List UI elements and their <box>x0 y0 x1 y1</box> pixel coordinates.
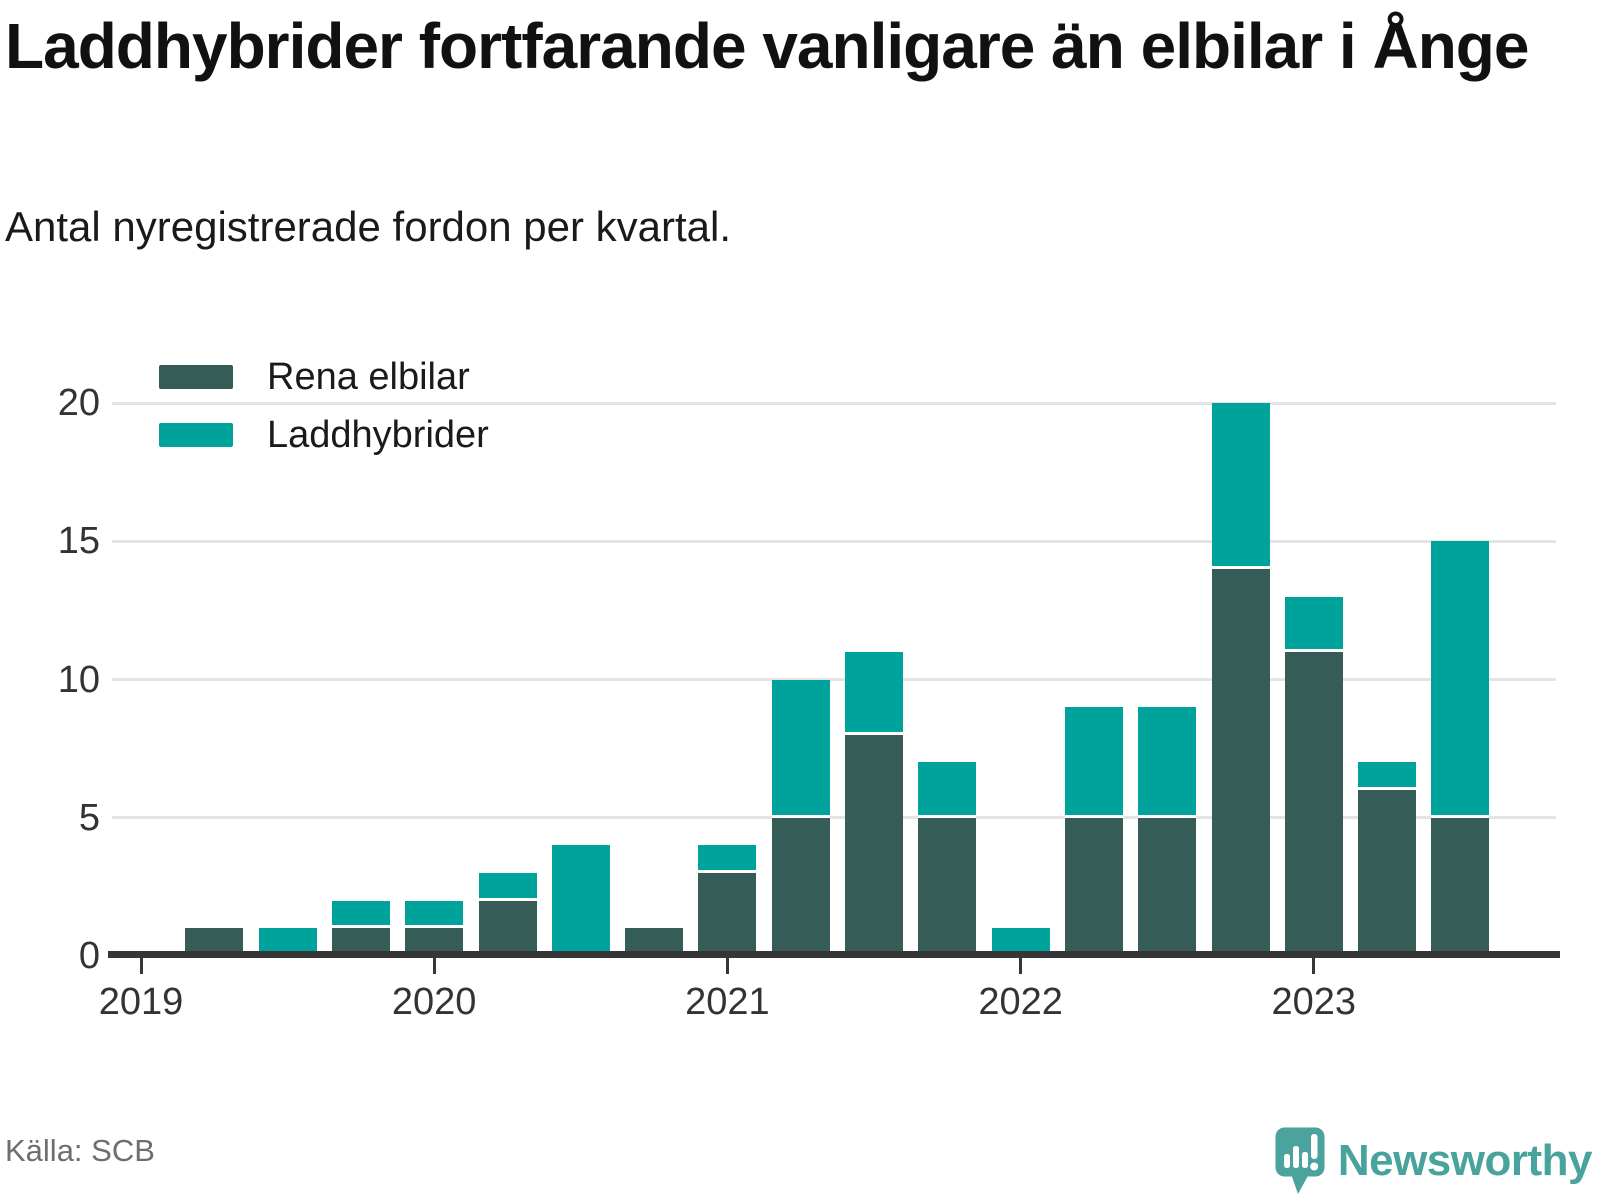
x-axis-tick <box>139 958 143 974</box>
bar-segment-laddhybrider <box>1431 541 1490 818</box>
y-axis-label: 5 <box>78 796 100 839</box>
x-axis-tick <box>1019 958 1023 974</box>
legend: Rena elbilar Laddhybrider <box>159 356 489 476</box>
x-axis-label: 2023 <box>1271 981 1357 1023</box>
bar-segment-laddhybrider <box>1064 707 1123 818</box>
x-axis-label: 2021 <box>685 981 770 1023</box>
bar-segment-rena-elbilar <box>478 900 537 956</box>
gridline <box>112 539 1556 543</box>
newsworthy-icon <box>1275 1127 1325 1194</box>
x-axis-label: 2020 <box>391 981 477 1023</box>
gridline <box>112 678 1556 681</box>
y-axis-label: 20 <box>57 382 100 424</box>
bar-segment-rena-elbilar <box>698 873 757 956</box>
bar-segment-laddhybrider <box>478 873 537 901</box>
x-axis-label: 2022 <box>978 981 1063 1023</box>
bar-segment-laddhybrider <box>1211 403 1270 569</box>
y-axis-label: 15 <box>57 520 100 563</box>
newsworthy-logo[interactable]: Newsworthy <box>1274 1126 1593 1196</box>
legend-label: Rena elbilar <box>267 355 470 398</box>
bar-segment-laddhybrider <box>1284 596 1343 652</box>
gridline <box>112 816 1556 820</box>
bar-segment-rena-elbilar <box>918 817 977 956</box>
bar-segment-rena-elbilar <box>845 734 903 956</box>
x-axis-tick <box>432 958 436 974</box>
x-axis-line <box>108 951 1560 958</box>
y-axis-label: 10 <box>57 658 100 701</box>
newsworthy-wordmark: Newsworthy <box>1337 1136 1593 1185</box>
legend-swatch <box>159 365 233 389</box>
bar-segment-rena-elbilar <box>1138 817 1197 956</box>
page-subtitle: Antal nyregistrerade fordon per kvartal. <box>5 203 732 250</box>
bar-segment-laddhybrider <box>551 845 610 956</box>
bar-segment-laddhybrider <box>771 679 830 818</box>
bar-segment-rena-elbilar <box>771 817 830 956</box>
bar-segment-laddhybrider <box>1138 707 1197 818</box>
x-axis-label: 2019 <box>98 981 184 1023</box>
page-title: Laddhybrider fortfarande vanligare än el… <box>5 10 1529 82</box>
bar-segment-laddhybrider <box>918 762 977 818</box>
legend-item: Laddhybrider <box>159 414 489 456</box>
bar-segment-rena-elbilar <box>1431 817 1490 956</box>
bar-segment-laddhybrider <box>1358 762 1417 791</box>
bar-segment-rena-elbilar <box>1064 817 1123 956</box>
x-axis-tick <box>725 958 729 974</box>
bar-segment-rena-elbilar <box>1211 568 1270 956</box>
legend-label: Laddhybrider <box>267 413 489 456</box>
y-axis-label: 0 <box>78 935 100 977</box>
legend-item: Rena elbilar <box>159 356 489 398</box>
bar-segment-laddhybrider <box>405 900 464 929</box>
chart-area <box>112 345 1556 956</box>
bar-segment-rena-elbilar <box>1358 790 1417 956</box>
source-note: Källa: SCB <box>5 1133 155 1168</box>
legend-swatch <box>159 423 233 447</box>
gridline <box>112 401 1556 405</box>
bar-segment-laddhybrider <box>331 900 390 929</box>
bar-segment-laddhybrider <box>698 845 757 874</box>
x-axis-tick <box>1312 958 1316 974</box>
bar-segment-rena-elbilar <box>1284 651 1343 956</box>
bar-segment-laddhybrider <box>845 651 903 735</box>
